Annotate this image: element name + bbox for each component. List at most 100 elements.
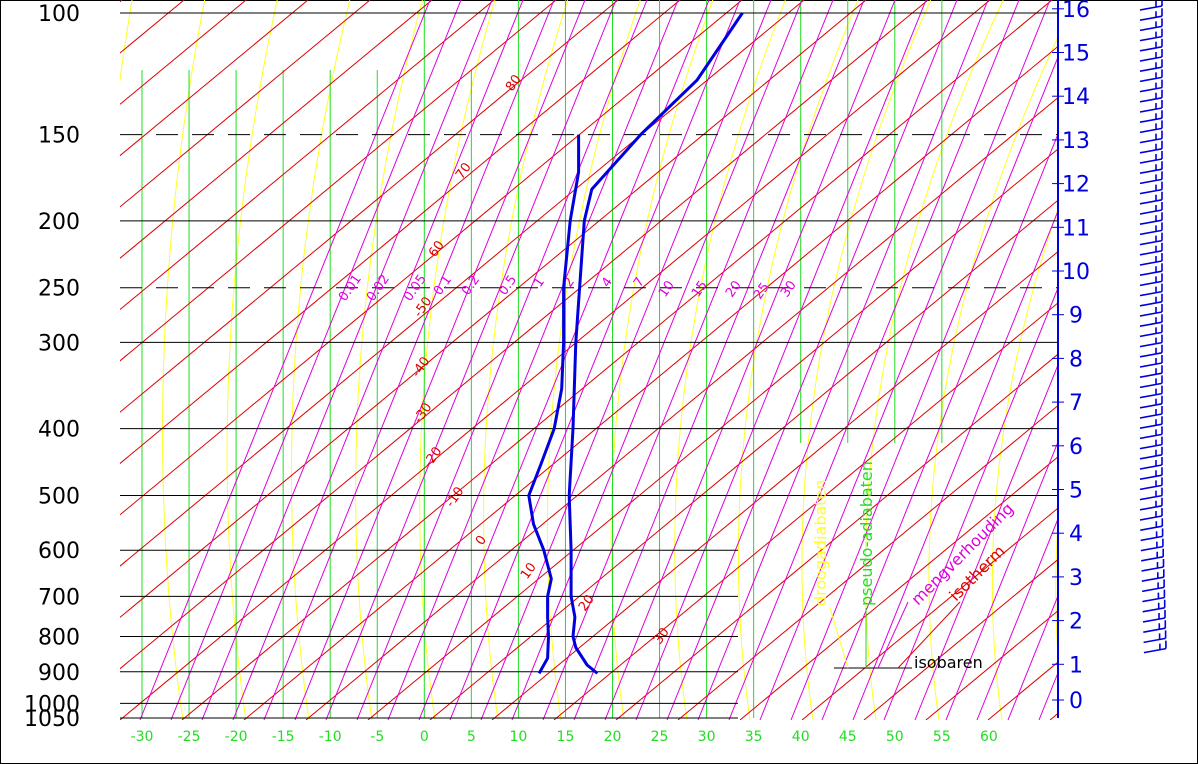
wind-barb-icon — [1139, 446, 1163, 460]
height-tick-label: 11 — [1062, 216, 1090, 241]
mixing-ratio-line — [883, 286, 1058, 720]
wind-barb-icon — [1142, 599, 1166, 613]
mixing-ratio-label: 20 — [723, 278, 745, 300]
wind-barb-icon — [1139, 191, 1163, 205]
isotherm-label: 20 — [576, 592, 598, 614]
skewed-isotherm-line — [120, 0, 309, 157]
wind-barb-icon — [1139, 508, 1163, 521]
pressure-tick-label: 1000 — [24, 692, 80, 717]
wind-barb-icon — [1141, 569, 1165, 582]
wind-barb-icon — [1140, 538, 1164, 552]
height-tick-label: 4 — [1069, 522, 1083, 547]
wind-barb-icon — [1139, 140, 1163, 154]
temperature-tick-label: -10 — [319, 729, 342, 745]
wind-barb-icon — [1139, 497, 1163, 511]
wind-barb-icon — [1139, 304, 1163, 317]
mixing-ratio-line — [976, 517, 1058, 720]
mixing-ratio-line — [511, 0, 803, 720]
legend-mixing-line — [877, 601, 909, 669]
wind-barb-icon — [1139, 436, 1163, 450]
isotherm-label: 10 — [518, 560, 540, 582]
dry-adiabat-line — [928, 35, 1058, 720]
skewed-isotherm-line — [367, 148, 1058, 720]
mixing-ratio-line — [542, 0, 834, 720]
mixing-ratio-line — [759, 0, 1051, 720]
skewed-isotherm-line — [553, 302, 1058, 720]
legend-dry-line — [829, 607, 849, 669]
height-tick-label: 7 — [1069, 391, 1083, 416]
mixing-ratio-label: 25 — [751, 280, 773, 302]
wind-barb-icon — [1143, 630, 1167, 644]
wind-barb-icon — [1139, 365, 1163, 378]
pressure-tick-label: 100 — [38, 2, 80, 27]
wind-barb-icon — [1139, 273, 1163, 287]
isotherm-label: 60 — [426, 238, 448, 260]
mixing-ratio-line — [263, 0, 555, 720]
wind-barb-icon — [1140, 518, 1164, 531]
mixing-ratio-line — [728, 0, 1020, 720]
height-tick-label: 16 — [1062, 0, 1090, 23]
dewpoint-profile-line — [527, 134, 581, 675]
dry-adiabat-line — [1182, 0, 1198, 720]
mixing-ratio-label: 0.01 — [336, 272, 365, 304]
wind-barb-icon — [1139, 89, 1163, 103]
skewed-isotherm-line — [120, 0, 433, 259]
pressure-tick-label: 1050 — [24, 707, 80, 732]
temperature-tick-label: 60 — [980, 729, 998, 745]
wind-barb-icon — [1141, 579, 1165, 593]
skewed-isotherm-line — [863, 558, 1058, 720]
mixing-ratio-line — [914, 363, 1058, 720]
skewed-isotherm-line — [120, 0, 247, 105]
wind-barb-icon — [1139, 130, 1163, 144]
height-tick-label: 10 — [1062, 260, 1090, 285]
wind-barb-icon — [1139, 18, 1163, 32]
wind-barb-icon — [1139, 151, 1163, 164]
pressure-tick-label: 700 — [38, 585, 80, 610]
mixing-ratio-line — [170, 0, 462, 720]
wind-barb-icon — [1141, 548, 1164, 562]
skewed-isotherm-line — [120, 0, 867, 619]
temperature-tick-label: 55 — [933, 729, 951, 745]
mixing-ratio-line — [604, 0, 896, 720]
temperature-tick-label: 0 — [420, 729, 429, 745]
skewed-isotherm-line — [120, 0, 123, 3]
skewed-isotherm-line — [677, 404, 1058, 720]
temperature-tick-label: 20 — [604, 729, 622, 745]
skewed-isotherm-line — [305, 97, 1058, 720]
wind-barb-icon — [1139, 314, 1163, 327]
mixing-ratio-label: 15 — [689, 278, 711, 300]
dry-adiabat-line — [419, 0, 496, 720]
temperature-tick-label: 25 — [651, 729, 669, 745]
legend-isotherm-line — [897, 601, 961, 669]
temperature-tick-label: 10 — [509, 729, 527, 745]
pressure-tick-label: 400 — [38, 418, 80, 443]
wind-barb-icon — [1143, 620, 1167, 633]
wind-barb-icon — [1139, 344, 1163, 358]
height-tick-label: 2 — [1069, 610, 1083, 635]
wind-barb-icon — [1141, 559, 1165, 572]
height-tick-label: 1 — [1069, 653, 1083, 678]
wind-barb-icon — [1139, 355, 1163, 368]
temperature-profile-line — [567, 12, 744, 675]
mixing-ratio-label: 0.2 — [459, 273, 483, 299]
pressure-tick-label: 150 — [38, 124, 80, 149]
temperature-tick-label: -5 — [370, 729, 384, 745]
temperature-tick-label: 15 — [557, 729, 575, 745]
height-tick-label: 3 — [1069, 566, 1083, 591]
isotherm-label: 0 — [473, 533, 490, 548]
wind-barb-icon — [1139, 110, 1163, 123]
mixing-ratio-line — [1007, 594, 1058, 720]
height-tick-label: 12 — [1062, 173, 1090, 198]
wind-barb-icon — [1139, 406, 1163, 419]
skewed-isotherm-line — [243, 45, 1058, 720]
isotherm-label: 80 — [503, 72, 525, 94]
height-tick-label: 5 — [1069, 479, 1083, 504]
mixing-ratio-line — [945, 440, 1058, 720]
height-tick-label: 8 — [1069, 347, 1083, 372]
dry-adiabat-line — [801, 0, 932, 720]
temperature-tick-label: 50 — [886, 729, 904, 745]
wind-barb-icon — [1139, 426, 1163, 440]
pressure-tick-label: 300 — [38, 331, 80, 356]
wind-barb-icon — [1142, 610, 1166, 623]
